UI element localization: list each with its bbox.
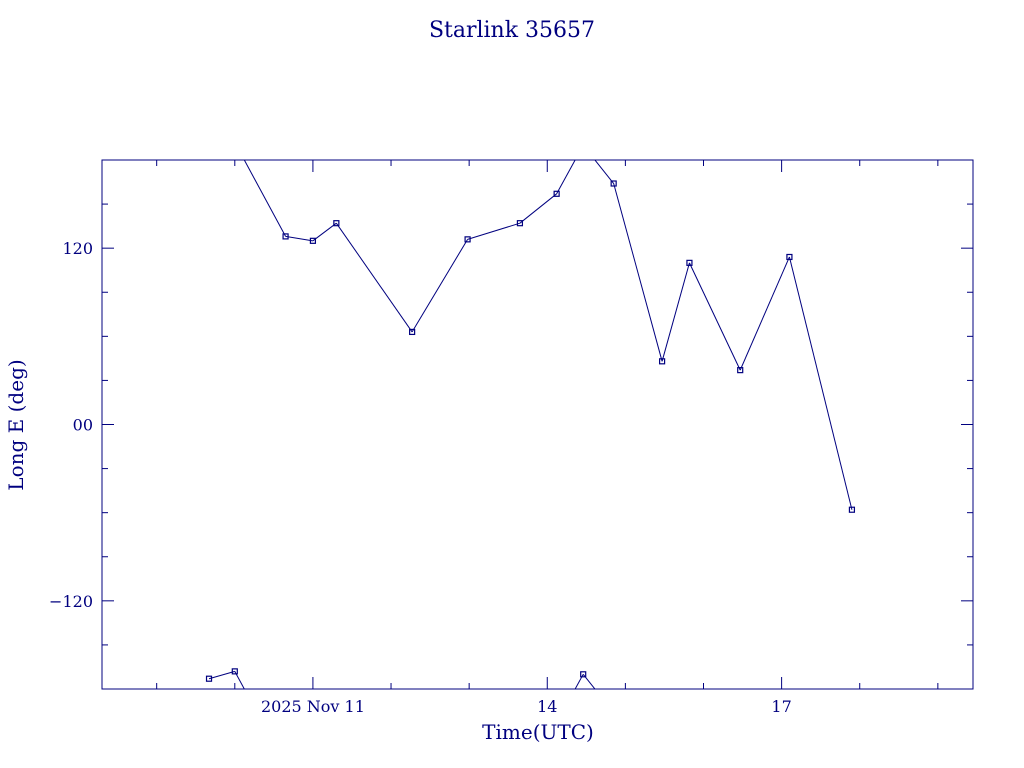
data-point	[282, 233, 289, 240]
data-point	[553, 190, 560, 197]
data-point	[737, 367, 744, 374]
plot-frame	[101, 159, 974, 690]
x-tick-label: 17	[771, 697, 791, 716]
data-point	[686, 259, 693, 266]
series-segment	[335, 222, 413, 333]
data-point	[786, 253, 793, 261]
axis-ticks	[102, 160, 973, 689]
series-line	[208, 160, 853, 689]
x-tick-label: 2025 Nov 11	[261, 697, 365, 716]
data-point	[309, 237, 317, 244]
series-segment	[243, 160, 287, 237]
data-point	[231, 668, 238, 675]
series-segment	[613, 183, 663, 362]
y-tick-label: 120	[62, 239, 93, 258]
y-axis-label: Long E (deg)	[4, 359, 28, 490]
data-point	[610, 180, 617, 187]
series-segment	[411, 239, 469, 333]
series-segment	[594, 160, 615, 184]
series-segment	[574, 674, 584, 689]
y-tick-labels: 120 00 −120	[49, 239, 93, 611]
series-segment	[582, 673, 596, 689]
x-axis-label: Time(UTC)	[482, 720, 594, 744]
series-segment	[739, 256, 790, 371]
data-point	[848, 506, 856, 513]
data-points	[205, 180, 856, 682]
x-tick-label: 14	[537, 697, 557, 716]
y-tick-label: −120	[49, 592, 93, 611]
data-point	[580, 671, 587, 678]
series-segment	[788, 256, 853, 510]
series-segment	[312, 222, 337, 242]
data-point	[409, 328, 416, 336]
data-point	[464, 236, 471, 243]
series-segment	[661, 262, 690, 362]
series-segment	[234, 671, 245, 689]
series-segment	[519, 193, 557, 224]
series-segment	[467, 222, 521, 240]
series-segment	[208, 670, 235, 680]
data-point	[333, 220, 340, 227]
series-segment	[556, 160, 576, 195]
series-segment	[688, 262, 741, 371]
data-point	[205, 675, 213, 682]
data-point	[516, 220, 524, 227]
x-tick-labels: 2025 Nov 11 14 17	[261, 697, 792, 716]
chart-title: Starlink 35657	[429, 18, 595, 43]
y-tick-label: 00	[73, 416, 93, 435]
data-point	[658, 358, 666, 365]
series-segment	[285, 235, 313, 242]
